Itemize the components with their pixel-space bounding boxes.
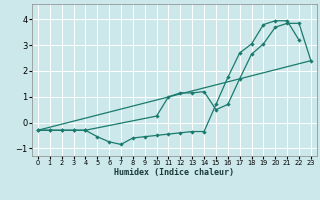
X-axis label: Humidex (Indice chaleur): Humidex (Indice chaleur) [115,168,234,177]
